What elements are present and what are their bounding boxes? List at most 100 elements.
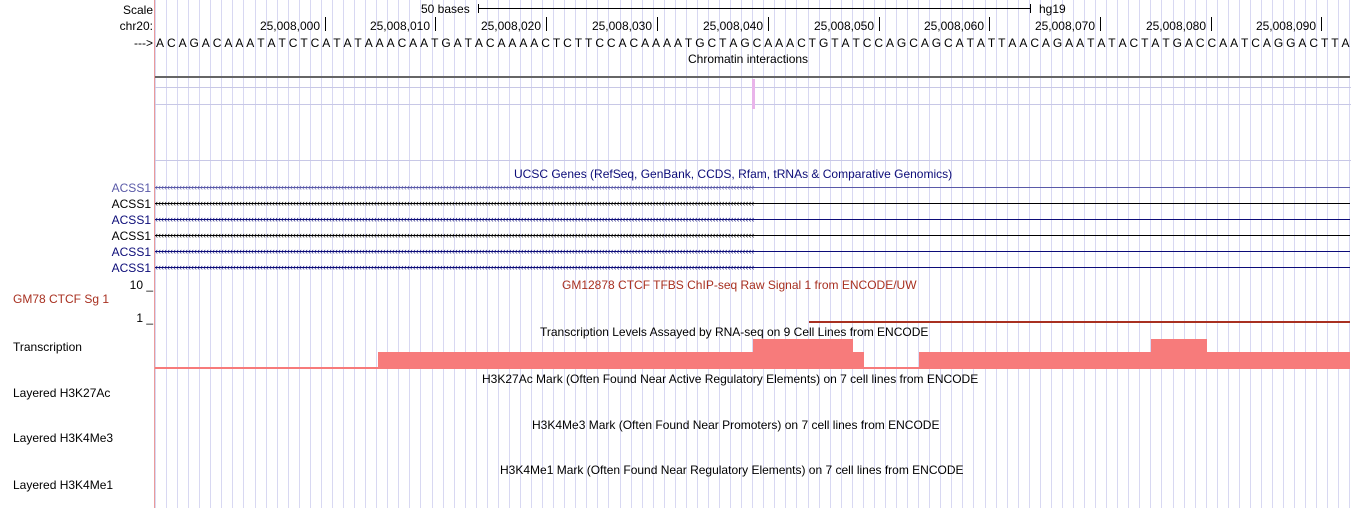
sequence-base: C	[1251, 36, 1260, 50]
gene-label[interactable]: ACSS1	[111, 245, 151, 259]
chrom-label: chr20:	[119, 19, 153, 33]
transcription-signal-peak-1	[753, 339, 853, 369]
sequence-base: T	[1141, 36, 1149, 50]
sequence-base: C	[909, 36, 918, 50]
ruler-position-label: 25,008,020	[480, 19, 541, 33]
transcription-signal-peak-2	[1151, 339, 1207, 369]
sequence-base: A	[343, 36, 352, 50]
sequence-base: C	[595, 36, 604, 50]
gene-label[interactable]: ACSS1	[111, 229, 151, 243]
ruler-tick	[325, 17, 326, 31]
sequence-base: A	[235, 36, 244, 50]
ctcf-signal-line	[809, 321, 1350, 323]
ruler-position-label: 25,008,080	[1145, 19, 1206, 33]
sequence-base: A	[364, 36, 373, 50]
scale-bar-right-cap	[1030, 4, 1031, 13]
chromatin-interaction-mark[interactable]	[752, 79, 755, 109]
sequence-base: A	[508, 36, 517, 50]
sequence-base: T	[585, 36, 593, 50]
sequence-base: C	[212, 36, 222, 50]
scale-bar	[478, 8, 1030, 9]
gene-structure[interactable]: ‹‹‹‹‹‹‹‹‹‹‹‹‹‹‹‹‹‹‹‹‹‹‹‹‹‹‹‹‹‹‹‹‹‹‹‹‹‹‹‹…	[155, 232, 1350, 240]
sequence-base: T	[464, 36, 472, 50]
sequence-base: A	[1151, 36, 1160, 50]
gene-structure[interactable]: ‹‹‹‹‹‹‹‹‹‹‹‹‹‹‹‹‹‹‹‹‹‹‹‹‹‹‹‹‹‹‹‹‹‹‹‹‹‹‹‹…	[155, 200, 1350, 208]
ctcf-track-title: GM12878 CTCF TFBS ChIP-seq Raw Signal 1 …	[562, 278, 917, 292]
strand-arrows: ‹‹‹‹‹‹‹‹‹‹‹‹‹‹‹‹‹‹‹‹‹‹‹‹‹‹‹‹‹‹‹‹‹‹‹‹‹‹‹‹…	[155, 264, 755, 272]
strand-arrows: ‹‹‹‹‹‹‹‹‹‹‹‹‹‹‹‹‹‹‹‹‹‹‹‹‹‹‹‹‹‹‹‹‹‹‹‹‹‹‹‹…	[155, 216, 755, 224]
gene-intron-line	[155, 267, 1350, 268]
sequence-base: C	[1195, 36, 1205, 50]
sequence-base: C	[288, 36, 298, 50]
ruler-tick	[1211, 17, 1212, 31]
sequence-base: C	[1030, 36, 1039, 50]
sequence-base: A	[885, 36, 894, 50]
sequence-base: G	[740, 36, 750, 50]
sequence-base: C	[397, 36, 407, 50]
sequence-base: C	[629, 36, 639, 50]
h3k27ac-track-title: H3K27Ac Mark (Often Found Near Active Re…	[482, 372, 979, 386]
sequence-base: T	[852, 36, 860, 50]
sequence-base: G	[1172, 36, 1182, 50]
chromatin-track-bar	[155, 76, 1350, 78]
sequence-base: T	[278, 36, 286, 50]
gene-structure[interactable]: ‹‹‹‹‹‹‹‹‹‹‹‹‹‹‹‹‹‹‹‹‹‹‹‹‹‹‹‹‹‹‹‹‹‹‹‹‹‹‹‹…	[155, 216, 1350, 224]
ruler-tick	[546, 17, 547, 31]
sequence-base: A	[497, 36, 506, 50]
gene-intron-line	[155, 203, 1350, 204]
ruler-position-label: 25,008,000	[259, 19, 320, 33]
sequence-base: T	[719, 36, 727, 50]
ruler-tick	[657, 17, 658, 31]
sequence-base: A	[453, 36, 462, 50]
transcription-track-title: Transcription Levels Assayed by RNA-seq …	[540, 325, 929, 339]
gene-structure[interactable]: ‹‹‹‹‹‹‹‹‹‹‹‹‹‹‹‹‹‹‹‹‹‹‹‹‹‹‹‹‹‹‹‹‹‹‹‹‹‹‹‹…	[155, 248, 1350, 256]
gene-label[interactable]: ACSS1	[111, 197, 151, 211]
ruler-tick	[768, 17, 769, 31]
image-left-border	[154, 0, 155, 508]
sequence-base: G	[1052, 36, 1063, 50]
sequence-base: A	[1262, 36, 1271, 50]
gene-label[interactable]: ACSS1	[111, 213, 151, 227]
gene-structure[interactable]: ‹‹‹‹‹‹‹‹‹‹‹‹‹‹‹‹‹‹‹‹‹‹‹‹‹‹‹‹‹‹‹‹‹‹‹‹‹‹‹‹…	[155, 264, 1350, 272]
sequence-base: A	[1298, 36, 1307, 50]
strand-arrows: ‹‹‹‹‹‹‹‹‹‹‹‹‹‹‹‹‹‹‹‹‹‹‹‹‹‹‹‹‹‹‹‹‹‹‹‹‹‹‹‹…	[155, 232, 755, 240]
sequence-base: G	[818, 36, 829, 50]
sequence-base: C	[485, 36, 495, 50]
ctcf-track-label[interactable]: GM78 CTCF Sg 1	[13, 292, 110, 306]
sequence-base: T	[1241, 36, 1249, 50]
ruler-position-label: 25,008,060	[923, 19, 984, 33]
sequence-base: A	[663, 36, 672, 50]
sequence-base: G	[896, 36, 907, 50]
assembly-label: hg19	[1039, 2, 1066, 16]
gene-label[interactable]: ACSS1	[111, 181, 151, 195]
h3k27ac-track-label[interactable]: Layered H3K27Ac	[13, 386, 111, 400]
ruler-position-label: 25,008,090	[1255, 19, 1316, 33]
gene-label[interactable]: ACSS1	[111, 261, 151, 275]
ucsc-genes-track-title: UCSC Genes (RefSeq, GenBank, CCDS, Rfam,…	[514, 167, 953, 181]
sequence-base: G	[441, 36, 451, 50]
gene-structure[interactable]: ‹‹‹‹‹‹‹‹‹‹‹‹‹‹‹‹‹‹‹‹‹‹‹‹‹‹‹‹‹‹‹‹‹‹‹‹‹‹‹‹…	[155, 184, 1350, 192]
transcription-track-label[interactable]: Transcription	[13, 340, 82, 354]
sequence-base: A	[1076, 36, 1085, 50]
sequence-base: T	[333, 36, 341, 50]
sequence-base: A	[652, 36, 661, 50]
sequence-base: T	[831, 36, 839, 50]
h3k4me1-track-label[interactable]: Layered H3K4Me1	[13, 478, 114, 492]
ctcf-max-label: 10 _	[129, 278, 153, 292]
sequence-base: A	[246, 36, 255, 50]
sequence-base: T	[552, 36, 561, 50]
sequence-base: T	[300, 36, 308, 50]
sequence-base: A	[1019, 36, 1028, 50]
sequence-base: A	[409, 36, 418, 50]
sequence-base: G	[1273, 36, 1284, 50]
ruler-tick	[435, 17, 436, 31]
sequence-base: A	[322, 36, 331, 50]
sequence-base: A	[1184, 36, 1193, 50]
sequence-base: C	[797, 36, 806, 50]
sequence-base: T	[257, 36, 265, 50]
sequence-base: A	[267, 36, 276, 50]
sequence-base: T	[1331, 36, 1339, 50]
sequence-base: A	[375, 36, 384, 50]
sequence-base: A	[775, 36, 784, 50]
h3k4me3-track-label[interactable]: Layered H3K4Me3	[13, 431, 114, 445]
